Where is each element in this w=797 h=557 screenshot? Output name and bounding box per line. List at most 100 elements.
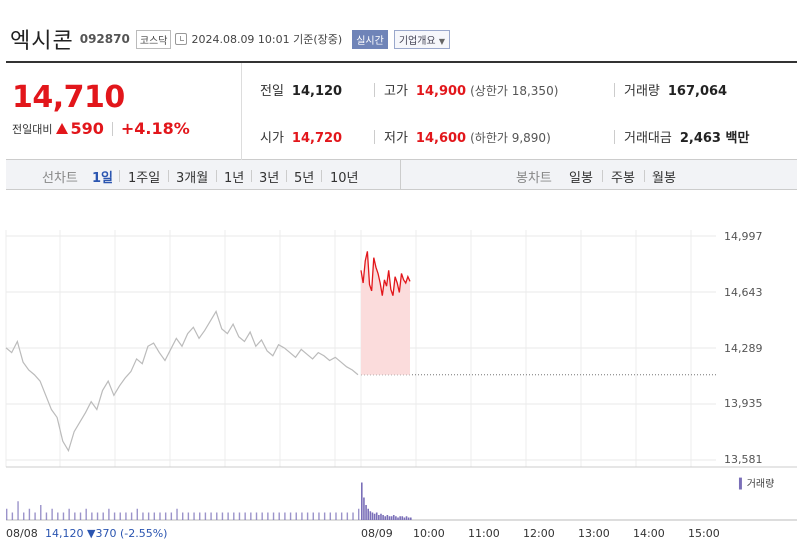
tab-1w[interactable]: 1주일 bbox=[128, 171, 161, 186]
volume-bar bbox=[335, 512, 337, 520]
volume-bar bbox=[395, 516, 397, 520]
volume-bar bbox=[227, 512, 229, 520]
divider bbox=[119, 170, 120, 182]
stat-value: 14,120 bbox=[291, 84, 343, 99]
price-summary: 14,710 전일대비 590 +4.18% 전일 14,120 고가 14,9… bbox=[6, 61, 797, 160]
volume-bar bbox=[306, 512, 309, 520]
y-axis: 14,997 14,643 14,289 13,935 13,581 bbox=[724, 230, 763, 466]
upper-limit: (상한가 18,350) bbox=[470, 84, 559, 98]
volume-bar bbox=[378, 515, 380, 520]
volume-bar bbox=[278, 512, 280, 520]
stock-code: 092870 bbox=[79, 32, 130, 46]
volume-bar bbox=[68, 508, 70, 520]
volume-bar bbox=[204, 512, 207, 520]
volume-bar bbox=[380, 513, 382, 520]
price-chart: 14,997 14,643 14,289 13,935 13,581 ▍거래량 … bbox=[5, 230, 797, 540]
tab-3y[interactable]: 3년 bbox=[259, 171, 280, 186]
stat-volume: 거래량 167,064 bbox=[624, 80, 727, 99]
volume-bar bbox=[187, 512, 190, 520]
volume-bar bbox=[159, 512, 161, 520]
volume-bar bbox=[170, 512, 173, 520]
volume-legend-marker: ▍ bbox=[738, 477, 747, 490]
tab-weekly[interactable]: 주봉 bbox=[611, 171, 635, 186]
chart-period-tabs: 선차트 1일 1주일 3개월 1년 3년 5년 10년 봉차트 일봉 주봉 월봉 bbox=[6, 160, 797, 190]
tab-daily[interactable]: 일봉 bbox=[569, 171, 593, 186]
stat-value: 14,720 bbox=[291, 131, 343, 146]
y-tick-label: 13,581 bbox=[724, 453, 763, 466]
today-area bbox=[361, 251, 410, 375]
volume-bar bbox=[147, 512, 150, 520]
stat-label: 전일 bbox=[260, 84, 284, 99]
stat-high: 고가 14,900 (상한가 18,350) bbox=[384, 80, 558, 99]
volume-bar bbox=[318, 512, 320, 520]
volume-legend-label: 거래량 bbox=[747, 478, 775, 490]
divider bbox=[374, 83, 375, 97]
tab-3m[interactable]: 3개월 bbox=[176, 171, 209, 186]
volume-bar bbox=[301, 512, 303, 520]
clock-icon bbox=[175, 33, 188, 45]
stat-label: 거래량 bbox=[624, 84, 660, 99]
volume-bar bbox=[102, 512, 104, 520]
volume-bar bbox=[386, 515, 389, 520]
volume-bar bbox=[373, 513, 376, 520]
volume-bar bbox=[410, 517, 412, 520]
price-series bbox=[5, 251, 716, 453]
volume-bar bbox=[267, 512, 269, 520]
tab-5y[interactable]: 5년 bbox=[294, 171, 315, 186]
volume-bar bbox=[17, 501, 19, 520]
divider bbox=[216, 170, 217, 182]
prev-day-date: 08/08 bbox=[6, 527, 38, 540]
volume-bar bbox=[284, 512, 286, 520]
volume-bar bbox=[401, 516, 404, 520]
volume-bar bbox=[405, 516, 408, 520]
volume-bar bbox=[164, 512, 167, 520]
divider bbox=[614, 130, 615, 144]
volume-bar bbox=[233, 512, 235, 520]
tab-1y[interactable]: 1년 bbox=[224, 171, 245, 186]
volume-bar bbox=[272, 512, 275, 520]
volume-bar bbox=[45, 512, 48, 520]
prev-day-summary: 14,120 ▼370 (-2.55%) bbox=[45, 527, 167, 540]
x-tick-label: 12:00 bbox=[523, 527, 555, 540]
volume-bar bbox=[153, 512, 156, 520]
volume-bar bbox=[136, 508, 138, 520]
volume-bar bbox=[79, 512, 82, 520]
volume-bar bbox=[11, 512, 14, 520]
stat-label: 저가 bbox=[384, 131, 408, 146]
volume-bar bbox=[51, 508, 53, 520]
volume-bar bbox=[358, 508, 360, 520]
divider bbox=[602, 170, 603, 182]
current-price: 14,710 bbox=[12, 80, 125, 115]
chevron-down-icon: ▼ bbox=[438, 36, 445, 46]
company-overview-dropdown[interactable]: 기업개요 ▼ bbox=[393, 29, 450, 49]
volume-bar bbox=[365, 505, 367, 520]
stat-label: 거래대금 bbox=[624, 131, 672, 146]
realtime-button[interactable]: 실시간 bbox=[352, 29, 388, 49]
y-tick-label: 13,935 bbox=[724, 397, 763, 410]
divider bbox=[644, 170, 645, 182]
volume-bar bbox=[392, 515, 395, 520]
divider bbox=[168, 170, 169, 182]
volume-bar bbox=[382, 515, 384, 520]
volume-bar bbox=[210, 512, 212, 520]
volume-bar bbox=[255, 512, 258, 520]
volume-bar bbox=[399, 516, 401, 520]
volume-bar bbox=[96, 512, 99, 520]
volume-bar bbox=[371, 512, 374, 520]
tab-10y[interactable]: 10년 bbox=[330, 171, 359, 186]
tab-monthly[interactable]: 월봉 bbox=[652, 171, 676, 186]
volume-bar bbox=[261, 512, 263, 520]
tab-1d[interactable]: 1일 bbox=[92, 171, 114, 186]
divider bbox=[400, 160, 401, 190]
volume-bar bbox=[375, 512, 378, 520]
x-tick-label: 11:00 bbox=[468, 527, 500, 540]
stat-low: 저가 14,600 (하한가 9,890) bbox=[384, 127, 551, 146]
volume-bar bbox=[390, 516, 393, 520]
x-tick-label: 10:00 bbox=[413, 527, 445, 540]
volume-bar bbox=[329, 512, 332, 520]
volume-bar bbox=[74, 512, 76, 520]
volume-bar bbox=[384, 516, 387, 520]
volume-bar bbox=[312, 512, 314, 520]
volume-bar bbox=[216, 512, 218, 520]
volume-bar bbox=[108, 508, 110, 520]
